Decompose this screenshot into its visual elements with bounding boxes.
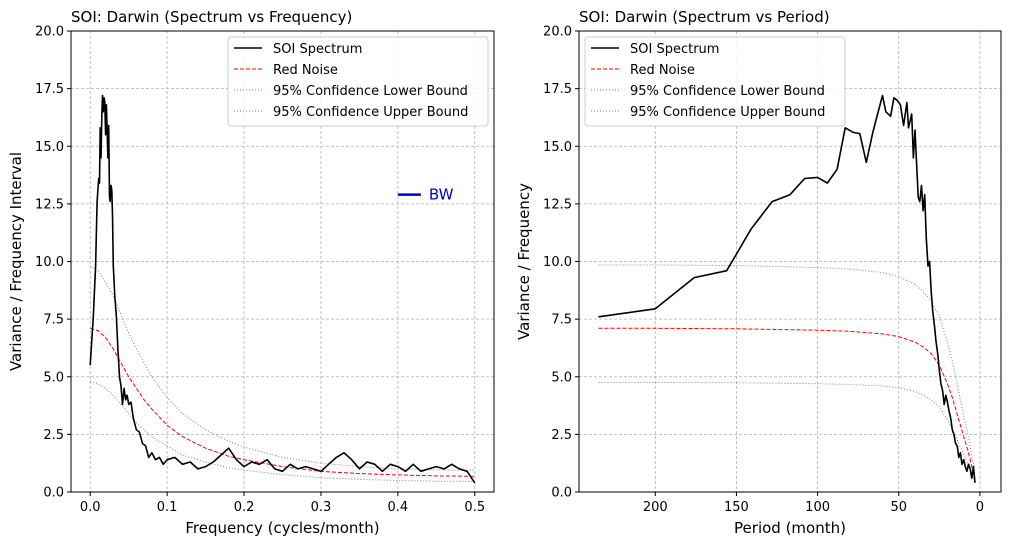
y-tick-label: 2.5 xyxy=(551,428,572,443)
chart-title-period: SOI: Darwin (Spectrum vs Period) xyxy=(579,8,830,26)
y-tick-label: 17.5 xyxy=(543,82,572,97)
x-tick-label: 0.5 xyxy=(464,500,485,515)
x-tick-label: 200 xyxy=(643,500,668,515)
chart-title-frequency: SOI: Darwin (Spectrum vs Frequency) xyxy=(71,8,352,26)
x-tick-label: 50 xyxy=(890,500,907,515)
legend-period: SOI Spectrum Red Noise 95% Confidence Lo… xyxy=(584,36,846,127)
legend-label-upper-bound: 95% Confidence Upper Bound xyxy=(273,105,468,120)
legend-box xyxy=(584,36,846,127)
series-period xyxy=(598,94,976,483)
y-tick-label: 20.0 xyxy=(543,25,572,40)
series-frequency xyxy=(89,94,476,484)
legend-label-spectrum: SOI Spectrum xyxy=(273,42,362,57)
legend-label-spectrum: SOI Spectrum xyxy=(630,42,719,57)
legend-label-lower-bound: 95% Confidence Lower Bound xyxy=(273,84,468,99)
series-line-soi-spectrum xyxy=(89,94,476,484)
series-line-95-confidence-upper-bound xyxy=(598,264,976,468)
y-tick-label: 0.0 xyxy=(43,486,64,501)
y-tick-label: 12.5 xyxy=(35,197,64,212)
y-tick-label: 15.0 xyxy=(543,140,572,155)
y-tick-label: 5.0 xyxy=(551,370,572,385)
legend-label-upper-bound: 95% Confidence Upper Bound xyxy=(630,105,825,120)
ticks-frequency: 0.0 0.1 0.2 0.3 0.4 0.5 0.0 2.5 5.0 7.5 10.0 12.5 15… xyxy=(35,25,485,516)
y-tick-label: 12.5 xyxy=(543,197,572,212)
legend-box xyxy=(227,36,489,127)
bandwidth-label: BW xyxy=(429,186,454,204)
legend-frequency: SOI Spectrum Red Noise 95% Confidence Lo… xyxy=(227,36,489,127)
y-tick-label: 10.0 xyxy=(35,255,64,270)
series-line-95-confidence-lower-bound xyxy=(90,380,475,482)
x-tick-label: 0.2 xyxy=(234,500,255,515)
y-tick-label: 7.5 xyxy=(551,313,572,328)
panel-period: SOI: Darwin (Spectrum vs Period) 200 150 1… xyxy=(515,8,1002,537)
y-tick-label: 17.5 xyxy=(35,82,64,97)
x-axis-label-frequency: Frequency (cycles/month) xyxy=(185,519,379,537)
y-tick-label: 10.0 xyxy=(543,255,572,270)
y-tick-label: 20.0 xyxy=(35,25,64,40)
x-axis-label-period: Period (month) xyxy=(734,519,846,537)
y-tick-label: 5.0 xyxy=(43,370,64,385)
x-tick-label: 0.0 xyxy=(80,500,101,515)
y-tick-label: 2.5 xyxy=(43,428,64,443)
series-line-95-confidence-upper-bound xyxy=(89,265,475,471)
x-tick-label: 0.1 xyxy=(157,500,178,515)
x-tick-label: 0.3 xyxy=(311,500,332,515)
y-tick-label: 15.0 xyxy=(35,140,64,155)
y-axis-label-frequency: Variance / Frequency Interval xyxy=(7,152,25,371)
y-axis-label-period: Variance / Frequency xyxy=(515,183,533,340)
x-tick-label: 0.4 xyxy=(388,500,409,515)
ticks-period: 200 150 100 50 0 0.0 2.5 5.0 7.5 10.0 12.5 15.0 17.5… xyxy=(543,25,984,516)
series-line-soi-spectrum xyxy=(598,94,976,483)
x-tick-label: 100 xyxy=(805,500,830,515)
series-line-red-noise xyxy=(90,327,475,477)
panel-frequency: SOI: Darwin (Spectrum vs Frequency) BW 0… xyxy=(7,8,495,537)
legend-label-red-noise: Red Noise xyxy=(630,63,695,78)
x-tick-label: 150 xyxy=(724,500,749,515)
y-tick-label: 7.5 xyxy=(43,313,64,328)
bandwidth-annotation: BW xyxy=(397,186,454,204)
legend-label-red-noise: Red Noise xyxy=(273,63,338,78)
series-line-95-confidence-lower-bound xyxy=(598,382,976,481)
x-tick-label: 0 xyxy=(976,500,984,515)
legend-label-lower-bound: 95% Confidence Lower Bound xyxy=(630,84,825,99)
y-tick-label: 0.0 xyxy=(551,486,572,501)
